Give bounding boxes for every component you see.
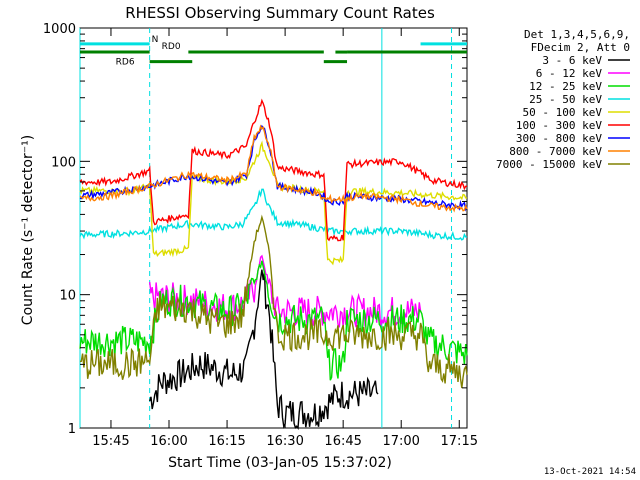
series-lines [79, 98, 468, 430]
y-tick-label-1: 10 [59, 289, 76, 304]
series-line-0 [149, 269, 379, 430]
x-tick-label-3: 16:30 [266, 434, 303, 449]
x-axis-label: Start Time (03-Jan-05 15:37:02) [168, 455, 392, 471]
x-tick-label-4: 16:45 [324, 434, 361, 449]
chart-title: RHESSI Observing Summary Count Rates [125, 4, 435, 22]
label-n: N [152, 35, 159, 45]
legend-label-1: 6 - 12 keV [536, 67, 603, 80]
legend-header-0: Det 1,3,4,5,6,9, [524, 28, 630, 41]
series-line-3 [79, 188, 468, 241]
x-tick-label-1: 16:00 [150, 434, 187, 449]
y-tick-label-3: 1000 [43, 22, 76, 37]
y-tick-label-2: 100 [51, 155, 76, 170]
legend-label-3: 25 - 50 keV [529, 93, 602, 106]
legend: Det 1,3,4,5,6,9,FDecim 2, Att 03 - 6 keV… [496, 28, 630, 171]
label-rd0: RD0 [162, 42, 181, 52]
y-tick-label-0: 1 [68, 422, 76, 437]
legend-label-6: 300 - 800 keV [516, 132, 602, 145]
y-axis-label: Count Rate (s⁻¹ detector⁻¹) [20, 135, 36, 325]
legend-header-1: FDecim 2, Att 0 [531, 41, 630, 54]
legend-label-8: 7000 - 15000 keV [496, 158, 602, 171]
label-rd6: RD6 [116, 58, 135, 68]
legend-label-2: 12 - 25 keV [529, 80, 602, 93]
series-line-8 [79, 214, 468, 389]
series-line-7 [79, 124, 468, 213]
series-line-1 [149, 254, 422, 328]
timestamp: 13-Oct-2021 14:54 [544, 467, 636, 477]
legend-label-7: 800 - 7000 keV [509, 145, 602, 158]
legend-label-5: 100 - 300 keV [516, 119, 602, 132]
legend-label-0: 3 - 6 keV [542, 54, 602, 67]
axis-ticks: 15:45 16:00 16:15 16:30 16:45 17:00 17:15 1 10 10… [43, 22, 478, 449]
x-tick-label-5: 17:00 [382, 434, 419, 449]
x-tick-label-6: 17:15 [441, 434, 478, 449]
x-tick-label-0: 15:45 [92, 434, 129, 449]
series-line-2 [79, 260, 468, 381]
legend-label-4: 50 - 100 keV [523, 106, 603, 119]
series-line-5 [79, 98, 467, 242]
x-tick-label-2: 16:15 [208, 434, 245, 449]
